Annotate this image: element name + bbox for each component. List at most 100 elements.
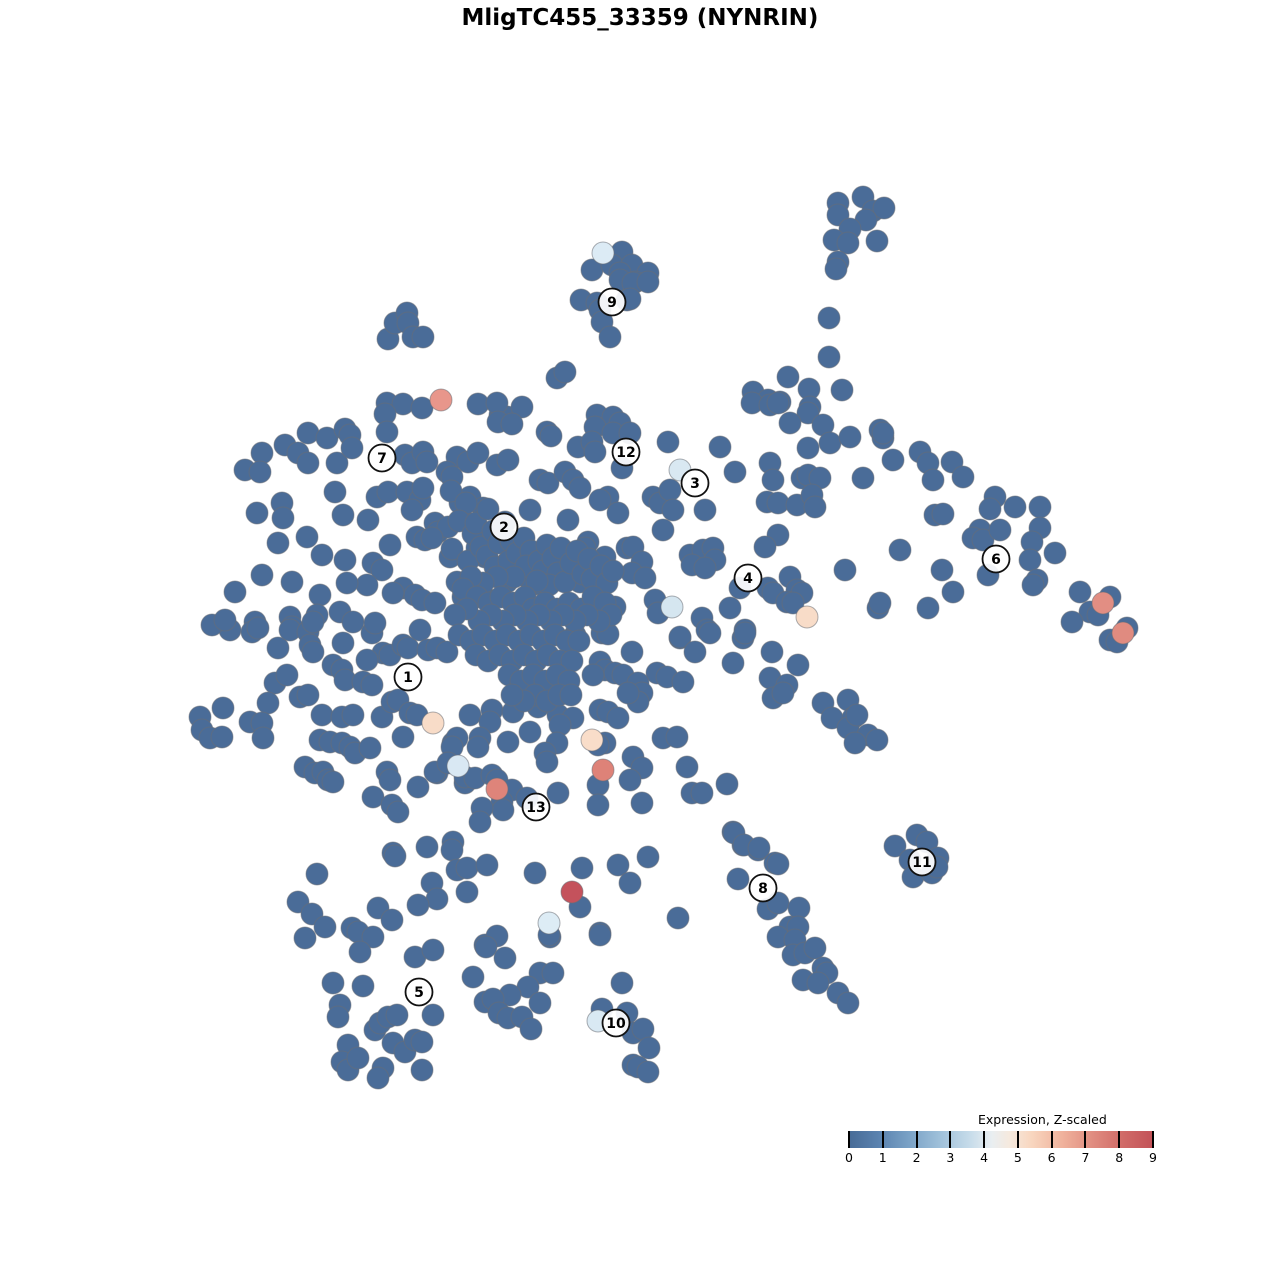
data-point-highlighted (580, 728, 604, 752)
data-point (1060, 610, 1084, 634)
data-point (355, 573, 379, 597)
data-point (581, 663, 605, 687)
cluster-label-text: 3 (690, 476, 700, 492)
data-point (803, 936, 827, 960)
data-point (421, 938, 445, 962)
colorbar-tick-label: 1 (878, 1150, 887, 1165)
data-point (636, 845, 660, 869)
data-point (661, 498, 685, 522)
data-point-highlighted (429, 388, 453, 412)
data-point (817, 306, 841, 330)
data-point (568, 476, 592, 500)
cluster-label-text: 4 (743, 571, 753, 587)
data-point (213, 608, 237, 632)
colorbar-tick-label: 3 (946, 1150, 955, 1165)
data-point (275, 663, 299, 687)
data-point (723, 460, 747, 484)
data-point (293, 926, 317, 950)
colorbar-tick-label: 6 (1047, 1150, 1056, 1165)
data-point (411, 476, 435, 500)
data-point (818, 431, 842, 455)
data-point (583, 440, 607, 464)
data-point (211, 696, 235, 720)
data-point (1068, 580, 1092, 604)
data-point (606, 706, 630, 730)
data-point (325, 451, 349, 475)
colorbar-tick (848, 1131, 850, 1148)
data-point (250, 563, 274, 587)
data-point (475, 853, 499, 877)
data-point (781, 591, 805, 615)
data-point (865, 728, 889, 752)
data-point-highlighted (795, 605, 819, 629)
colorbar-tick-labels: 0 1 2 3 4 5 6 7 8 9 (845, 1150, 1157, 1166)
data-point (616, 681, 640, 705)
cluster-label-circle (981, 544, 1011, 574)
data-point (410, 1030, 434, 1054)
data-point (333, 548, 357, 572)
data-point (883, 834, 907, 858)
colorbar-title: Expression, Z-scaled (978, 1112, 1107, 1127)
data-point (553, 360, 577, 384)
colorbar-tick (983, 1131, 986, 1148)
data-point (971, 528, 995, 552)
cluster-label-circle (611, 437, 641, 467)
data-point (651, 518, 675, 542)
data-point (588, 488, 612, 512)
data-point (1003, 495, 1027, 519)
data-point (223, 580, 247, 604)
data-point (671, 670, 695, 694)
data-point (443, 603, 467, 627)
data-point (845, 703, 869, 727)
data-point (378, 768, 402, 792)
data-point (535, 750, 559, 774)
data-point (586, 793, 610, 817)
data-point (296, 421, 320, 445)
data-point (310, 703, 334, 727)
data-point (408, 618, 432, 642)
data-point (266, 531, 290, 555)
data-point (295, 525, 319, 549)
data-point (606, 501, 630, 525)
data-point (868, 591, 892, 615)
data-point (383, 844, 407, 868)
data-point (931, 502, 955, 526)
cluster-label-text: 7 (377, 451, 387, 467)
data-point (415, 835, 439, 859)
data-point (718, 596, 742, 620)
data-point (375, 420, 399, 444)
data-point (796, 436, 820, 460)
data-point (668, 625, 692, 649)
cluster-label-text: 9 (607, 295, 617, 311)
data-point (978, 497, 1002, 521)
data-point (351, 974, 375, 998)
data-point (536, 471, 560, 495)
data-point (698, 621, 722, 645)
data-point (466, 735, 490, 759)
cluster-label-circle (367, 443, 397, 473)
data-point (1028, 495, 1052, 519)
data-point (528, 991, 552, 1015)
data-point (833, 558, 857, 582)
data-point (385, 1003, 409, 1027)
data-point (474, 935, 498, 959)
data-point (988, 518, 1012, 542)
cluster-label-circle (393, 662, 423, 692)
data-point (817, 345, 841, 369)
cluster-label-circle (733, 563, 763, 593)
data-point (406, 893, 430, 917)
data-point (500, 683, 524, 707)
data-point (803, 495, 827, 519)
data-point (766, 391, 790, 415)
data-point (386, 800, 410, 824)
colorbar-tick-label: 9 (1149, 1150, 1157, 1165)
data-point (323, 480, 347, 504)
data-point (406, 775, 430, 799)
data-point (493, 946, 517, 970)
data-point (1021, 573, 1045, 597)
data-point (308, 583, 332, 607)
data-point (370, 558, 394, 582)
data-point (391, 725, 415, 749)
data-point (683, 640, 707, 664)
colorbar-tick (881, 1131, 884, 1148)
